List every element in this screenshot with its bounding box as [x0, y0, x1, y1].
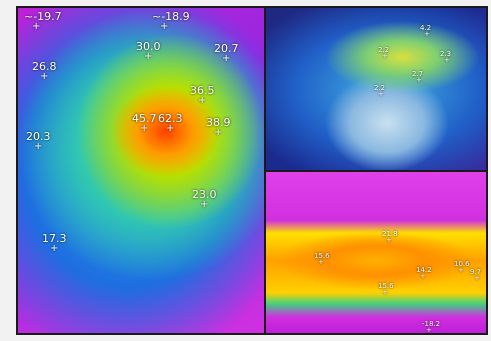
reading: 2.2 [374, 84, 385, 92]
reading: 2.7 [412, 70, 423, 78]
reading: 20.7 [214, 42, 239, 55]
reading: ~-18.9 [152, 10, 190, 23]
reading: 2.2 [378, 46, 389, 54]
reading: 23.0 [192, 188, 217, 201]
reading: 45.7 [132, 112, 157, 125]
reading: 36.5 [190, 84, 215, 97]
reading: 10.6 [454, 260, 470, 268]
reading: ~-19.7 [24, 10, 62, 23]
reading: 15.6 [314, 252, 330, 260]
thermal-view-bottom-right: 21.8 15.6 14.2 10.6 9.7 15.6 -18.2 [264, 170, 488, 335]
reading: 26.8 [32, 60, 57, 73]
thermal-view-main: ~-19.7 ~-18.9 30.0 20.7 26.8 36.5 45.7 6… [16, 6, 266, 335]
reading: 62.3 [158, 112, 183, 125]
reading: 20.3 [26, 130, 51, 143]
screenshot: ~-19.7 ~-18.9 30.0 20.7 26.8 36.5 45.7 6… [0, 0, 491, 341]
reading: 30.0 [136, 40, 161, 53]
reading: 4.2 [420, 24, 431, 32]
reading: 14.2 [416, 266, 432, 274]
thermal-view-top-right: 4.2 2.2 2.3 2.7 2.2 [264, 6, 488, 174]
reading: 38.9 [206, 116, 231, 129]
reading: 9.7 [470, 268, 481, 276]
reading: 21.8 [382, 230, 398, 238]
reading: 17.3 [42, 232, 67, 245]
reading: 15.6 [378, 282, 394, 290]
reading: -18.2 [422, 320, 440, 328]
reading: 2.3 [440, 50, 451, 58]
